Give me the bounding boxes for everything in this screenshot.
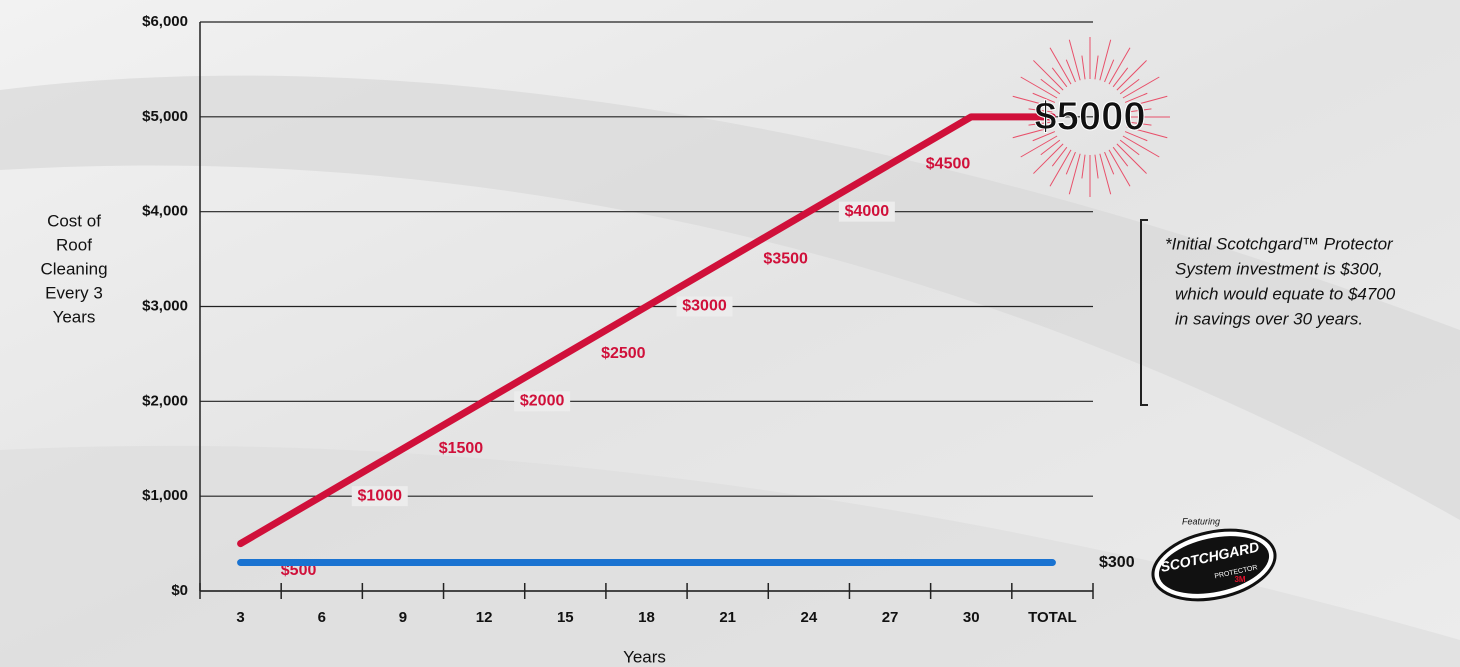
x-tick-label: TOTAL xyxy=(1028,609,1077,626)
data-label: $3000 xyxy=(682,298,727,315)
page: *Initial Scotchgard™ Protector System in… xyxy=(0,0,1460,667)
x-tick-label: 30 xyxy=(963,609,980,626)
x-tick-label: 24 xyxy=(801,609,818,626)
note-line: System investment is $300, xyxy=(1175,259,1383,278)
x-tick-label: 21 xyxy=(719,609,736,626)
x-axis-label: Years xyxy=(623,647,666,666)
x-tick-label: 12 xyxy=(476,609,493,626)
logo-maker: 3M xyxy=(1234,575,1245,584)
y-axis-label: Cleaning xyxy=(40,259,107,278)
y-tick-label: $0 xyxy=(171,582,188,599)
y-axis-label: Every 3 xyxy=(45,283,103,302)
y-tick-label: $3,000 xyxy=(142,297,188,314)
total-label: $5000 xyxy=(1034,95,1145,139)
data-label: $2000 xyxy=(520,393,565,410)
x-tick-label: 18 xyxy=(638,609,655,626)
y-axis-label: Roof xyxy=(56,235,92,254)
data-label: $300 xyxy=(1099,554,1135,571)
x-tick-label: 27 xyxy=(882,609,899,626)
data-label: $1500 xyxy=(439,440,484,457)
x-tick-label: 3 xyxy=(236,609,244,626)
data-label: $4500 xyxy=(926,155,971,172)
data-label: $1000 xyxy=(358,487,403,504)
y-tick-label: $4,000 xyxy=(142,203,188,220)
logo-featuring: Featuring xyxy=(1182,516,1220,526)
y-axis-label: Years xyxy=(53,307,96,326)
data-label: $4000 xyxy=(845,203,890,220)
data-label: $3500 xyxy=(763,250,808,267)
y-tick-label: $2,000 xyxy=(142,392,188,409)
x-tick-label: 9 xyxy=(399,609,407,626)
y-tick-label: $6,000 xyxy=(142,13,188,30)
x-tick-label: 15 xyxy=(557,609,574,626)
note-line: *Initial Scotchgard™ Protector xyxy=(1165,234,1394,253)
y-axis-label: Cost of xyxy=(47,211,101,230)
note-line: which would equate to $4700 xyxy=(1175,284,1396,303)
note-line: in savings over 30 years. xyxy=(1175,309,1363,328)
x-tick-label: 6 xyxy=(318,609,326,626)
y-tick-label: $1,000 xyxy=(142,487,188,504)
data-label: $2500 xyxy=(601,345,646,362)
chart: *Initial Scotchgard™ Protector System in… xyxy=(0,0,1460,667)
y-tick-label: $5,000 xyxy=(142,108,188,125)
